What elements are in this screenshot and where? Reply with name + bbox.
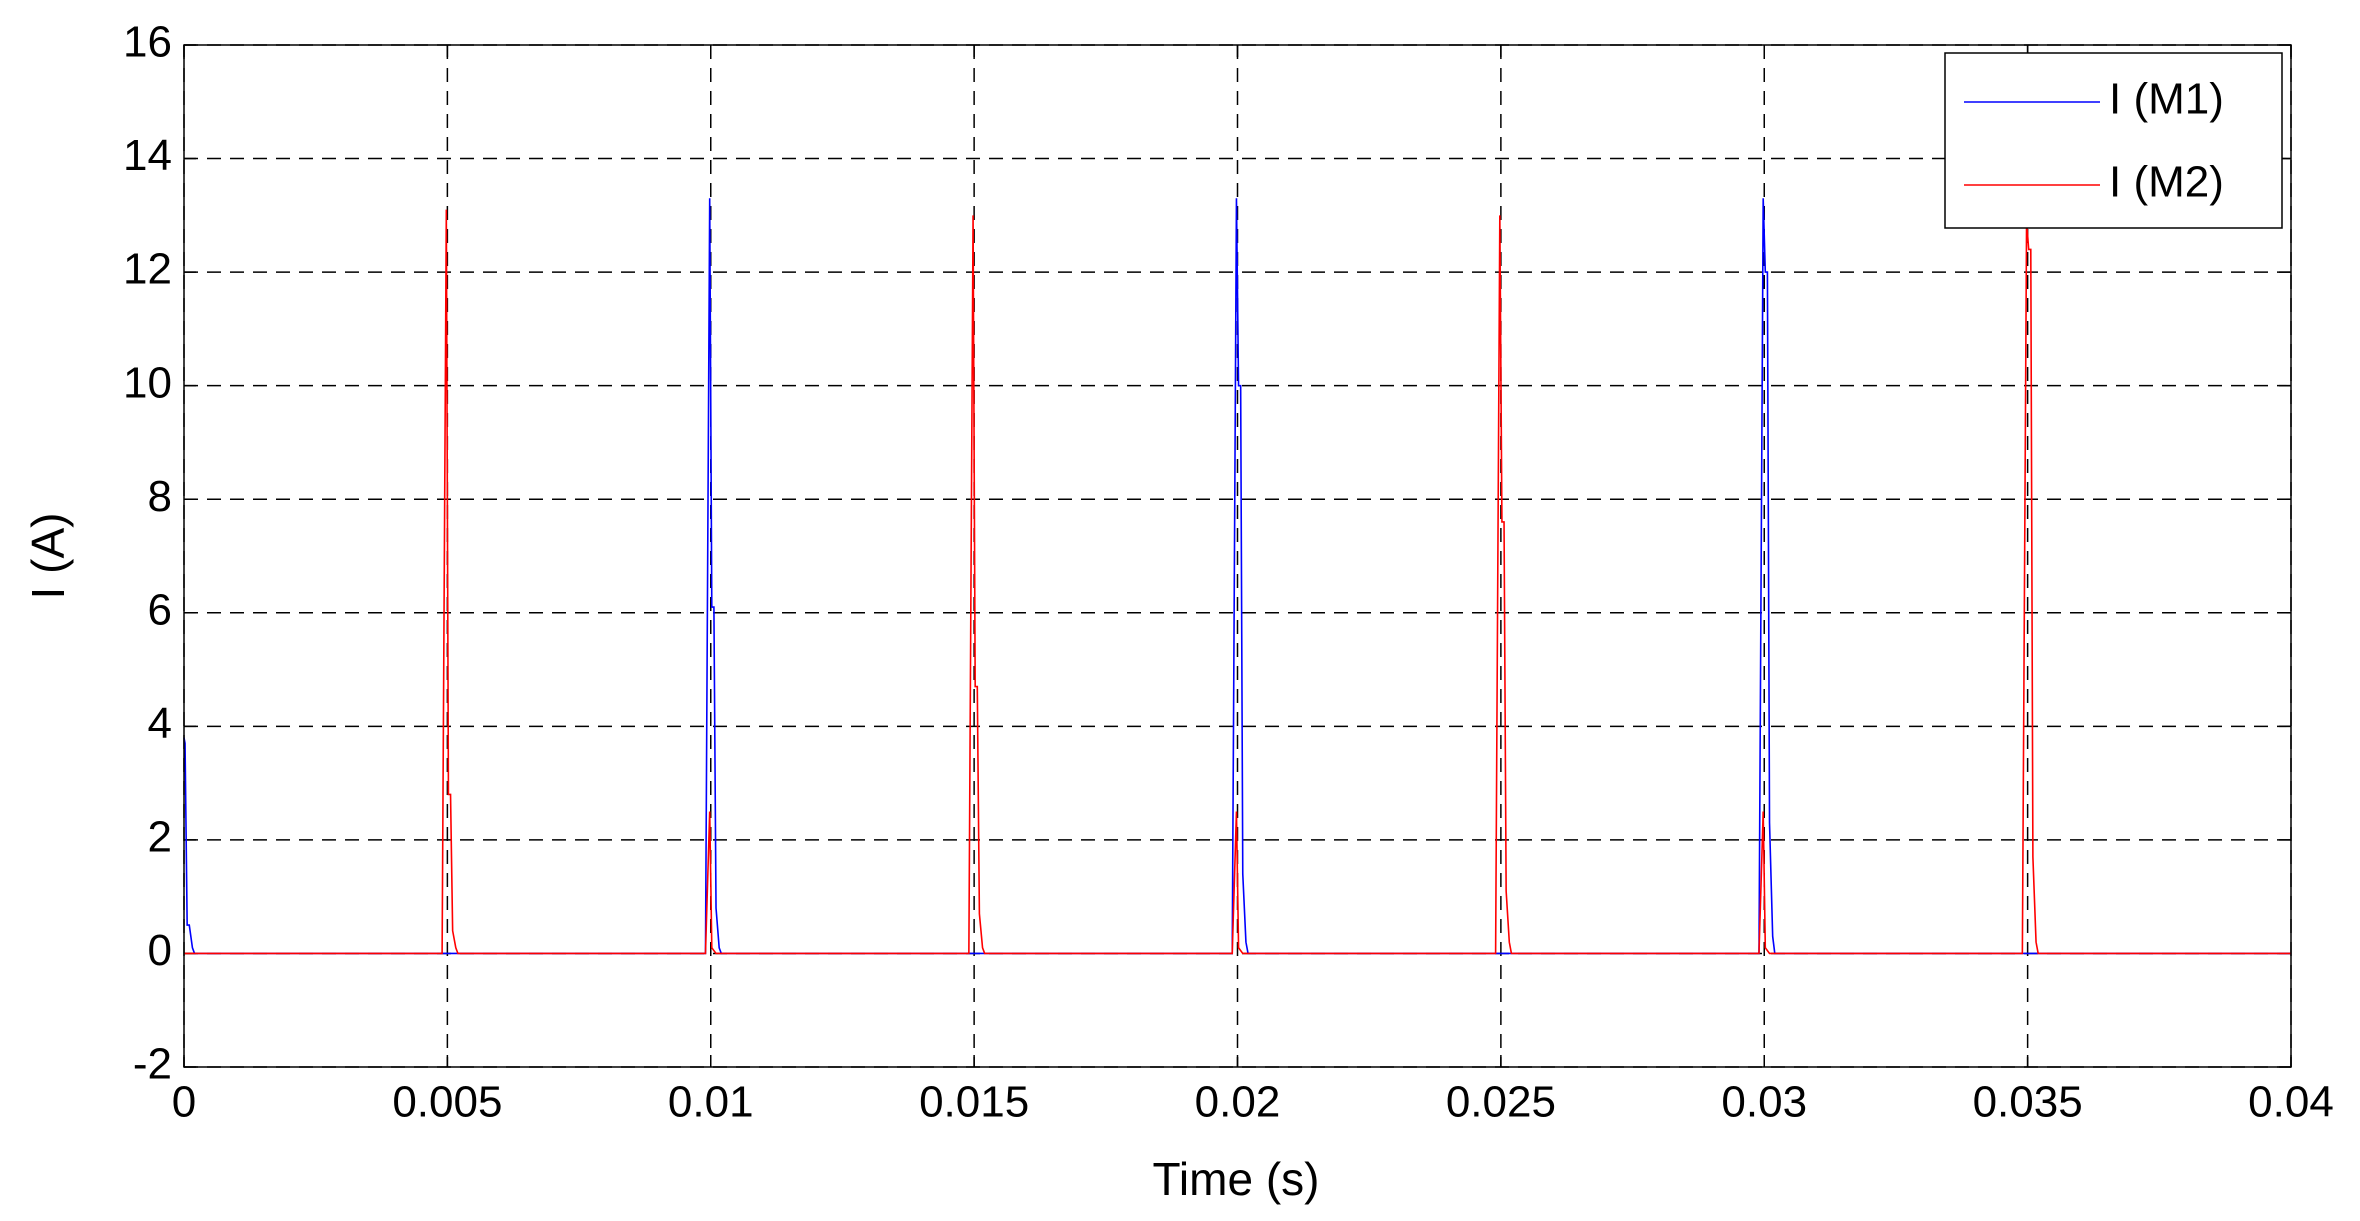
y-tick-label: 4 bbox=[148, 699, 172, 748]
line-series bbox=[183, 198, 2291, 955]
y-tick-label: 16 bbox=[123, 18, 172, 67]
x-axis-label: Time (s) bbox=[1153, 1153, 1320, 1205]
y-tick-label: 14 bbox=[123, 131, 172, 180]
axes-box bbox=[183, 44, 2292, 1068]
x-tick-label: 0 bbox=[172, 1078, 196, 1127]
y-tick-label: 8 bbox=[148, 472, 172, 521]
line-series bbox=[184, 209, 2291, 955]
y-tick-label: 6 bbox=[148, 585, 172, 634]
y-tick-label: 0 bbox=[148, 926, 172, 975]
x-tick-label: 0.01 bbox=[668, 1078, 754, 1127]
x-tick-label: 0.035 bbox=[1973, 1078, 2083, 1127]
legend-label: I (M1) bbox=[2109, 75, 2224, 124]
x-tick-label: 0.015 bbox=[919, 1078, 1029, 1127]
y-axis-label: I (A) bbox=[22, 513, 74, 600]
y-tick-label: 12 bbox=[123, 245, 172, 294]
x-tick-label: 0.02 bbox=[1195, 1078, 1281, 1127]
y-tick-label: -2 bbox=[133, 1040, 172, 1089]
x-tick-label: 0.03 bbox=[1721, 1078, 1807, 1127]
x-tick-label: 0.04 bbox=[2248, 1078, 2334, 1127]
y-tick-label: 10 bbox=[123, 358, 172, 407]
x-tick-label: 0.025 bbox=[1446, 1078, 1556, 1127]
legend-label: I (M2) bbox=[2109, 158, 2224, 207]
x-tick-label: 0.005 bbox=[392, 1078, 502, 1127]
y-tick-label: 2 bbox=[148, 813, 172, 862]
legend-box bbox=[1944, 52, 2283, 229]
